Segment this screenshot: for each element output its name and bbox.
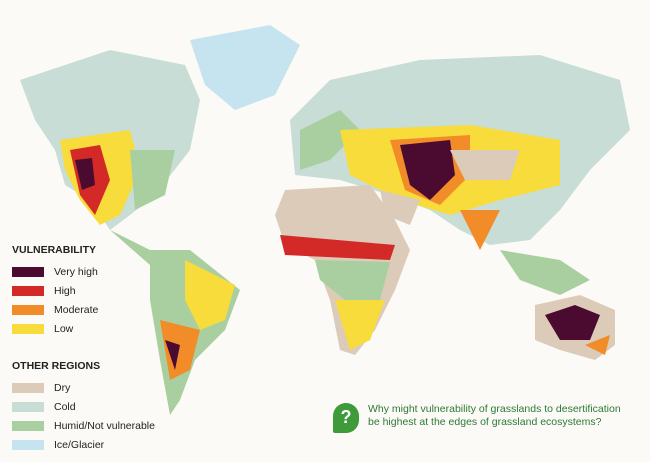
legend-item: Very high [12,262,98,281]
legend-swatch [12,382,44,393]
question-icon: ? [333,403,359,433]
legend-item: Moderate [12,300,98,319]
legend-label: Ice/Glacier [54,438,105,451]
legend-label: Very high [54,265,98,278]
legend-label: Low [54,322,74,335]
legend-label: Moderate [54,303,99,316]
na-humid [130,150,175,210]
legend-swatch [12,285,44,296]
legend-other-regions: OTHER REGIONS Dry Cold Humid/Not vulnerabl… [12,360,155,454]
legend-item: Cold [12,397,155,416]
aus-moderate [585,335,610,355]
legend-title: VULNERABILITY [12,244,96,256]
legend-swatch [12,420,44,431]
sa-moderate [160,320,200,380]
legend-item: Ice/Glacier [12,435,155,454]
legend-item: Low [12,319,98,338]
legend-label: Cold [54,400,76,413]
sa-low [185,260,235,330]
legend-swatch [12,323,44,334]
legend-swatch [12,266,44,277]
legend-label: Dry [54,381,71,394]
legend-label: Humid/Not vulnerable [54,419,155,432]
europe [300,110,360,170]
legend-swatch [12,401,44,412]
africa-low [335,300,385,350]
asia-very-high [400,140,455,200]
asia-dry [450,150,520,180]
sa-very-high [165,340,180,370]
africa-humid [315,260,390,300]
legend-item: High [12,281,98,300]
legend-label: High [54,284,76,297]
sahel [280,235,395,260]
legend-swatch [12,439,44,450]
legend-vulnerability: VULNERABILITY Very high High Moderate Low [12,244,98,338]
legend-item: Dry [12,378,155,397]
indonesia [500,250,590,295]
aus-very-high [545,305,600,340]
legend-item: Humid/Not vulnerable [12,416,155,435]
legend-swatch [12,304,44,315]
question-text: Why might vulnerability of grasslands to… [368,403,621,428]
india [460,210,500,250]
question: ? Why might vulnerability of grasslands … [333,403,633,433]
legend-title: OTHER REGIONS [12,360,101,372]
na-very-high [75,158,95,190]
greenland [190,25,300,110]
